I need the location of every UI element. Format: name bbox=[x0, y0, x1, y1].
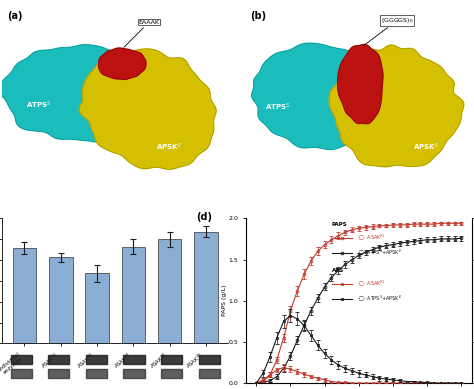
Polygon shape bbox=[329, 45, 464, 167]
Text: Purified proteins: Purified proteins bbox=[247, 354, 283, 358]
Bar bbox=[49, 257, 73, 343]
Bar bbox=[194, 232, 218, 343]
Text: (b): (b) bbox=[251, 11, 267, 21]
Text: -□- ASAK$^{S1}$: -□- ASAK$^{S1}$ bbox=[356, 232, 385, 242]
Text: SDS-PAGE: SDS-PAGE bbox=[247, 371, 269, 375]
Text: (GGGGS)$_6$: (GGGGS)$_6$ bbox=[363, 16, 413, 46]
Text: -□- ASAK$^{S1}$: -□- ASAK$^{S1}$ bbox=[356, 279, 385, 288]
Text: EAAAK: EAAAK bbox=[124, 20, 160, 47]
Polygon shape bbox=[252, 43, 390, 149]
Text: ATPS$^S$: ATPS$^S$ bbox=[26, 100, 51, 111]
Y-axis label: PAPS (g/L): PAPS (g/L) bbox=[222, 285, 227, 316]
Text: APSK$^E$: APSK$^E$ bbox=[413, 142, 439, 153]
Bar bbox=[121, 247, 145, 343]
Text: -□- ATPS$^S$+APSK$^E$: -□- ATPS$^S$+APSK$^E$ bbox=[356, 247, 402, 257]
Polygon shape bbox=[79, 49, 216, 169]
Polygon shape bbox=[0, 45, 169, 142]
Bar bbox=[158, 239, 182, 343]
Bar bbox=[13, 248, 36, 343]
Text: (a): (a) bbox=[7, 11, 22, 21]
Text: PAPS: PAPS bbox=[332, 222, 347, 227]
Text: APS: APS bbox=[332, 268, 344, 273]
Polygon shape bbox=[337, 44, 383, 124]
Text: -□- ATPS$^S$+APSK$^E$: -□- ATPS$^S$+APSK$^E$ bbox=[356, 293, 402, 303]
Bar bbox=[85, 273, 109, 343]
Text: (d): (d) bbox=[196, 212, 212, 222]
Text: ATPS$^S$: ATPS$^S$ bbox=[265, 102, 290, 113]
Polygon shape bbox=[99, 48, 146, 79]
Text: APSK$^E$: APSK$^E$ bbox=[156, 142, 182, 153]
